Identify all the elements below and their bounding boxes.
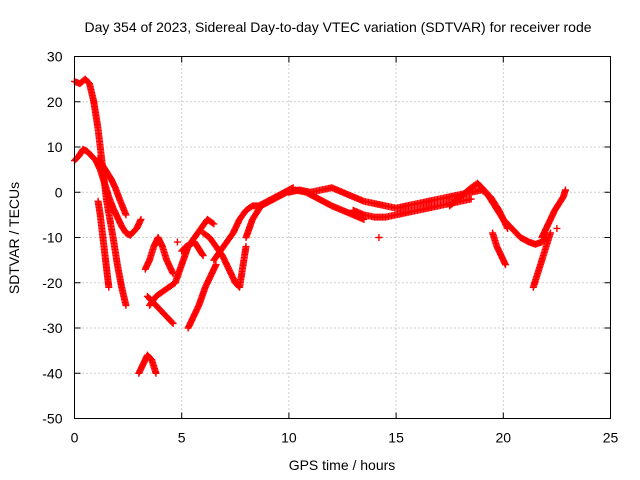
isolated-point xyxy=(173,238,181,246)
y-tick-label: 20 xyxy=(47,94,63,110)
y-tick-label: 10 xyxy=(47,139,63,155)
point xyxy=(210,220,218,228)
x-tick-label: 0 xyxy=(71,430,79,446)
y-tick-label: -50 xyxy=(42,411,62,427)
chart-title: Day 354 of 2023, Sidereal Day-to-day VTE… xyxy=(84,19,591,35)
point xyxy=(122,211,130,219)
series-arc-5 xyxy=(135,351,160,377)
x-tick-label: 20 xyxy=(496,430,512,446)
y-axis-label: SDTVAR / TECUs xyxy=(6,182,22,294)
point xyxy=(168,318,176,326)
series-arc-14 xyxy=(285,184,512,232)
series-arc-17 xyxy=(489,229,509,269)
x-axis-label: GPS time / hours xyxy=(289,457,396,473)
point xyxy=(501,261,509,269)
isolated-point xyxy=(553,224,561,232)
point xyxy=(199,252,207,260)
series-arc-12 xyxy=(210,184,297,264)
series-arc-19 xyxy=(538,186,569,241)
point xyxy=(105,283,113,291)
point xyxy=(212,261,220,269)
point xyxy=(198,250,206,258)
series-arc-6 xyxy=(141,234,177,278)
y-tick-label: -20 xyxy=(42,275,62,291)
x-tick-labels: 0 5 10 15 20 25 xyxy=(71,430,619,446)
point xyxy=(137,215,145,223)
point xyxy=(242,243,250,251)
y-tick-label: -40 xyxy=(42,365,62,381)
series-arc-18 xyxy=(529,229,554,291)
point xyxy=(561,186,569,194)
series-arc-4 xyxy=(94,197,113,291)
y-tick-label: 0 xyxy=(55,184,63,200)
x-tick-label: 5 xyxy=(178,430,186,446)
series-arc-3 xyxy=(94,154,130,219)
series-arc-8 xyxy=(146,215,218,309)
isolated-point xyxy=(375,234,383,241)
series-arc-9 xyxy=(178,238,207,260)
x-tick-label: 25 xyxy=(603,430,619,446)
point xyxy=(546,229,554,237)
data-points xyxy=(71,75,569,377)
x-tick-label: 15 xyxy=(388,430,404,446)
y-tick-label: -10 xyxy=(42,230,62,246)
y-tick-label: 30 xyxy=(47,49,63,65)
y-tick-label: -30 xyxy=(42,320,62,336)
point xyxy=(467,195,475,203)
plot-frame xyxy=(74,56,611,419)
point xyxy=(209,219,217,227)
point xyxy=(122,301,130,309)
point xyxy=(169,319,177,327)
point xyxy=(152,369,160,377)
series-arc-16 xyxy=(446,179,550,248)
y-tick-labels: -50 -40 -30 -20 -10 0 10 20 30 xyxy=(42,49,62,427)
x-tick-label: 10 xyxy=(281,430,297,446)
series-arc-10 xyxy=(184,261,220,332)
series-arc-7 xyxy=(143,292,177,327)
